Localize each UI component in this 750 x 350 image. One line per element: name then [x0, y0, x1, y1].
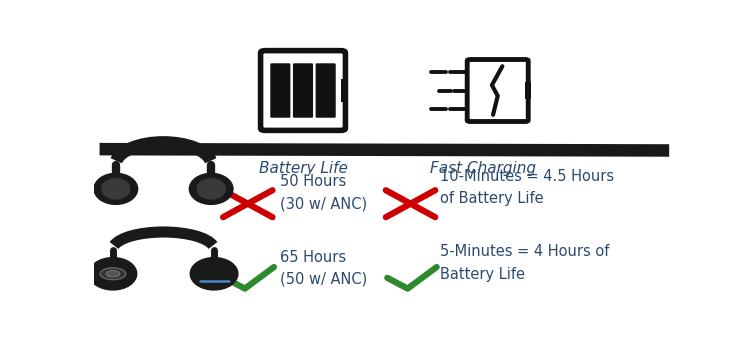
FancyBboxPatch shape	[467, 60, 528, 121]
Bar	[340, 79, 348, 102]
Ellipse shape	[102, 179, 130, 199]
Text: 65 Hours
(50 w/ ANC): 65 Hours (50 w/ ANC)	[280, 250, 367, 287]
FancyBboxPatch shape	[293, 63, 313, 118]
FancyBboxPatch shape	[260, 51, 346, 131]
Text: Battery Life: Battery Life	[259, 161, 347, 176]
Ellipse shape	[89, 258, 136, 290]
Bar	[525, 82, 530, 99]
Ellipse shape	[94, 173, 138, 204]
FancyBboxPatch shape	[270, 63, 290, 118]
FancyBboxPatch shape	[316, 63, 336, 118]
Text: Fast Charging: Fast Charging	[430, 161, 536, 176]
Ellipse shape	[190, 258, 238, 290]
Ellipse shape	[189, 173, 233, 204]
Ellipse shape	[197, 179, 225, 199]
Circle shape	[106, 271, 120, 277]
Circle shape	[100, 268, 126, 280]
Text: 5-Minutes = 4 Hours of
Battery Life: 5-Minutes = 4 Hours of Battery Life	[440, 244, 609, 282]
Text: 10-Minutes = 4.5 Hours
of Battery Life: 10-Minutes = 4.5 Hours of Battery Life	[440, 169, 614, 206]
Text: 50 Hours
(30 w/ ANC): 50 Hours (30 w/ ANC)	[280, 174, 367, 211]
